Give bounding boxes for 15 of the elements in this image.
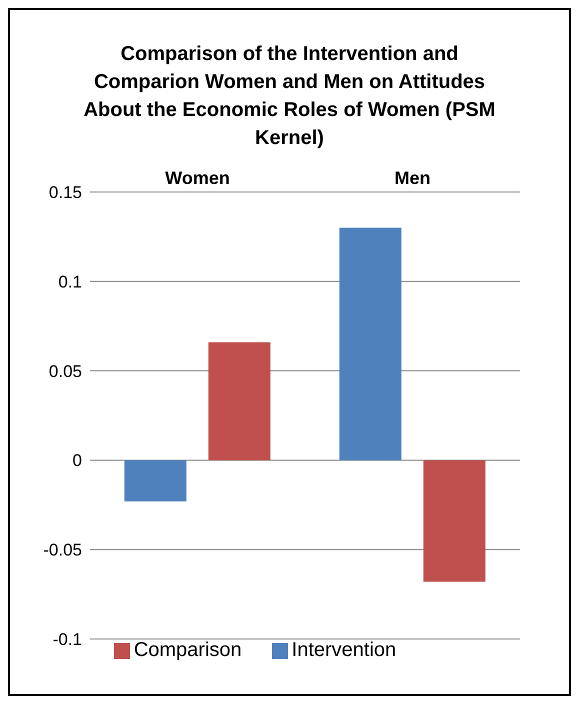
bar (208, 342, 270, 460)
bar (423, 460, 486, 582)
y-tick-label: -0.1 (52, 630, 82, 650)
bar (124, 460, 186, 502)
chart-title: Comparison of the Intervention and Comparion Women and Men on Attitudes About the Economic Roles of Women (PSM Kernel) (82, 42, 496, 151)
legend-label: Intervention (292, 639, 396, 661)
y-tick-label: 0 (72, 451, 82, 470)
y-tick-label: 0.15 (48, 183, 82, 202)
y-tick-label: -0.05 (43, 540, 82, 560)
bar (339, 228, 402, 460)
y-tick-label: 0.1 (58, 272, 82, 292)
x-tick-label: Men (394, 168, 430, 188)
x-tick-label: Women (165, 168, 230, 188)
y-tick-label: 0.05 (48, 362, 82, 381)
legend-label: Comparison (134, 639, 242, 661)
